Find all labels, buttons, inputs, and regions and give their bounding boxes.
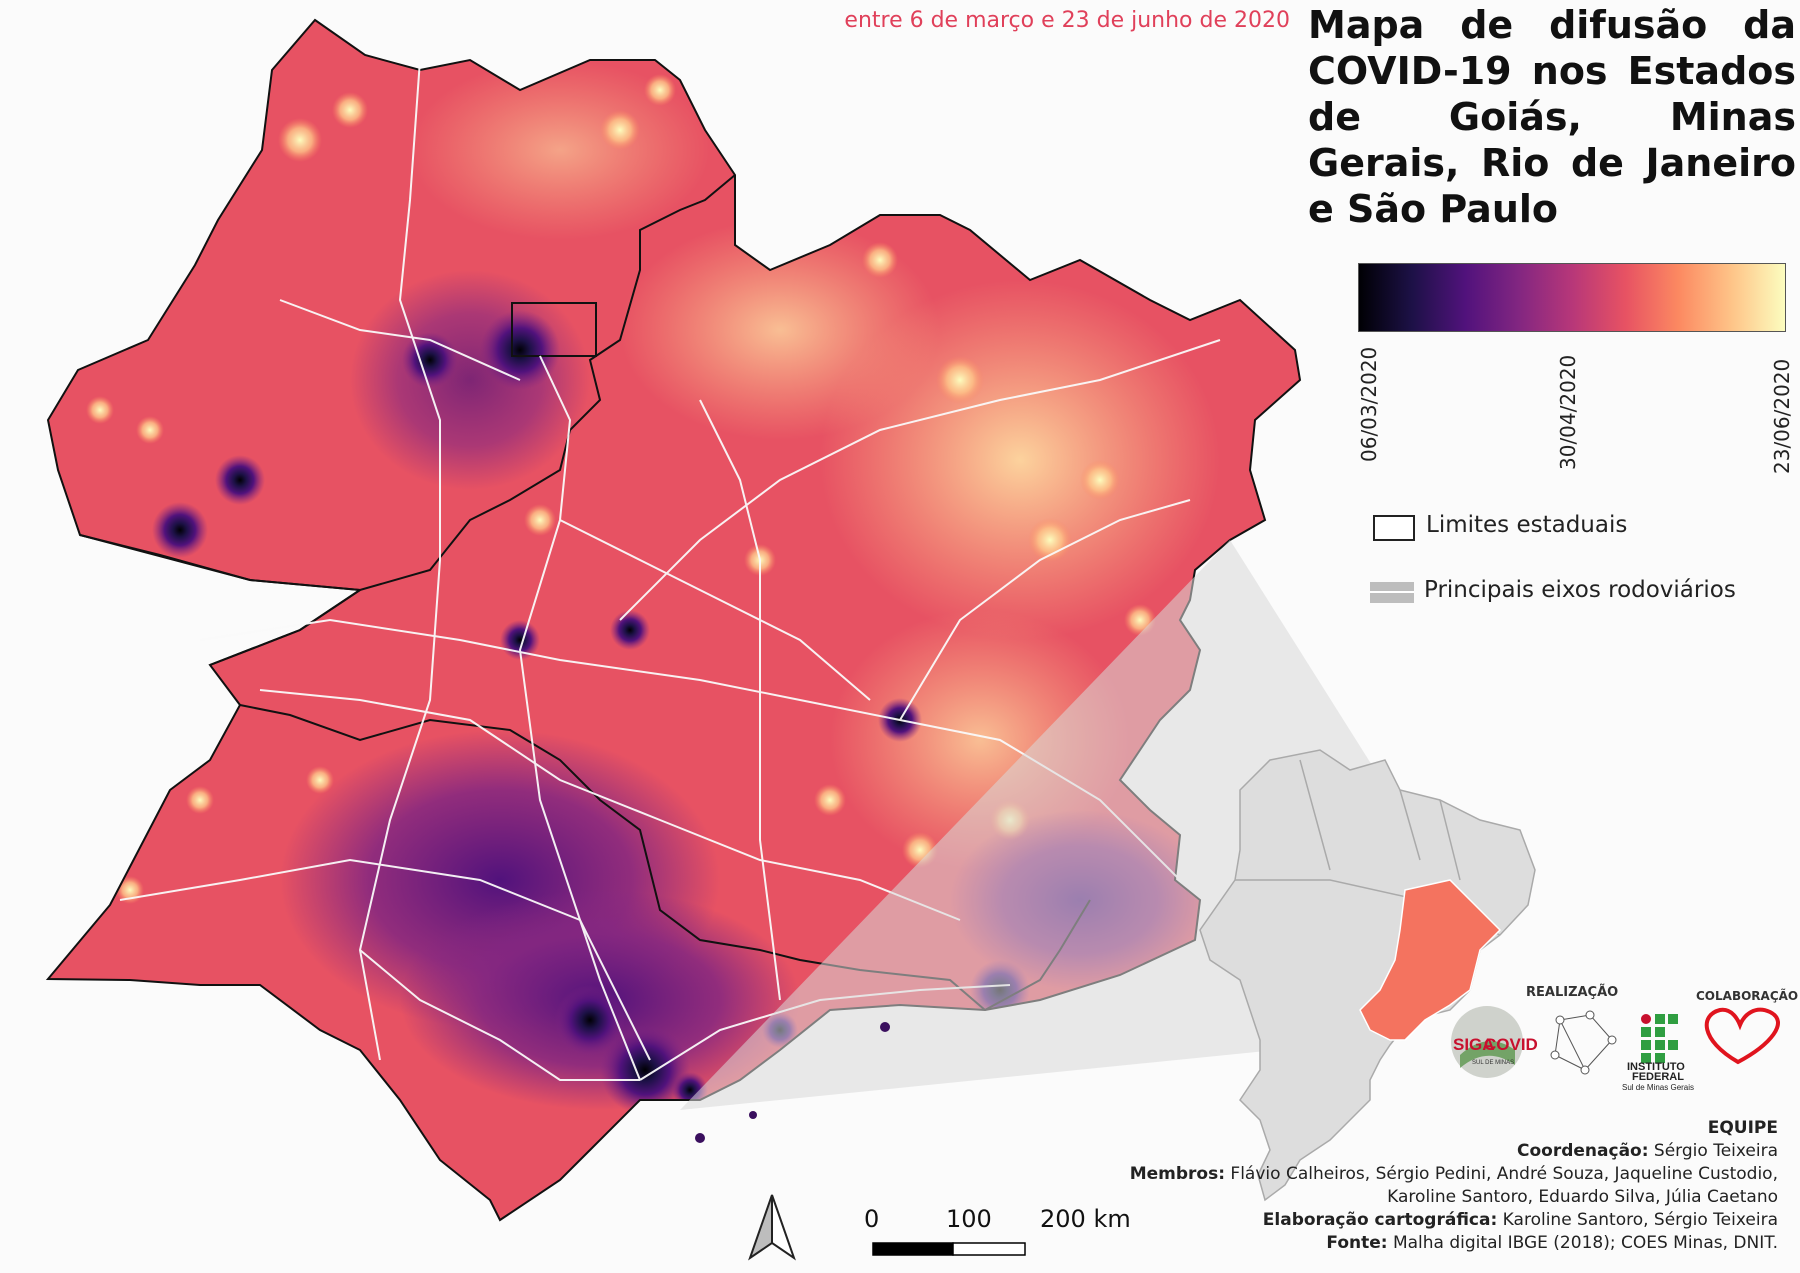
legend-highways-swatch — [1370, 582, 1414, 603]
map-subtitle: entre 6 de março e 23 de junho de 2020 — [844, 8, 1290, 33]
legend-state-limits-label: Limites estaduais — [1426, 512, 1628, 538]
colorbar-end-label: 23/06/2020 — [1770, 358, 1794, 474]
scale-tick-100: 100 — [946, 1205, 992, 1233]
scale-tick-200: 200 km — [1040, 1205, 1131, 1233]
scale-tick-0: 0 — [864, 1205, 880, 1233]
legend-state-limits-swatch — [1373, 515, 1415, 541]
team-source: Fonte: Malha digital IBGE (2018); COES M… — [1326, 1233, 1778, 1253]
siga-covid-logo: SIGA COVID SUL DE MINAS — [1451, 1006, 1538, 1078]
team-members-continued: Karoline Santoro, Eduardo Silva, Júlia C… — [1387, 1187, 1778, 1207]
colorbar-start-label: 06/03/2020 — [1357, 346, 1381, 462]
colorbar — [1358, 263, 1786, 332]
realizacao-heading: REALIZAÇÃO — [1526, 985, 1619, 1000]
team-cartography: Elaboração cartográfica: Karoline Santor… — [1262, 1210, 1778, 1230]
team-coordination: Coordenação: Sérgio Teixeira — [1517, 1141, 1778, 1161]
scale-bar — [872, 1242, 1026, 1256]
svg-text:SUL DE MINAS: SUL DE MINAS — [1472, 1060, 1514, 1066]
colorbar-mid-label: 30/04/2020 — [1556, 354, 1580, 470]
islands — [695, 1022, 890, 1143]
network-logo — [1550, 1010, 1617, 1075]
svg-text:SIGA: SIGA — [1453, 1035, 1495, 1054]
team-heading: EQUIPE — [1707, 1118, 1778, 1138]
svg-text:FEDERAL: FEDERAL — [1632, 1071, 1684, 1083]
inset-connector — [680, 540, 1375, 1110]
svg-text:COVID: COVID — [1484, 1035, 1538, 1054]
svg-text:INSTITUTO: INSTITUTO — [1627, 1061, 1685, 1073]
brazil-inset-map — [1199, 749, 1536, 1202]
instituto-federal-logo: INSTITUTO FEDERAL Sul de Minas Gerais — [1622, 1014, 1694, 1092]
legend-highways-label: Principais eixos rodoviários — [1424, 577, 1736, 603]
colaboracao-heading: COLABORAÇÃO — [1696, 989, 1799, 1003]
team-credits: EQUIPE Coordenação: Sérgio Teixeira Memb… — [1018, 1117, 1778, 1255]
team-members: Membros: Flávio Calheiros, Sérgio Pedini… — [1129, 1164, 1778, 1184]
map-title: Mapa de difusão da COVID-19 nos Estados … — [1308, 3, 1796, 231]
svg-text:Sul de Minas Gerais: Sul de Minas Gerais — [1622, 1083, 1694, 1092]
north-arrow-icon — [748, 1194, 796, 1261]
collaboration-heart-logo — [1704, 1007, 1780, 1065]
